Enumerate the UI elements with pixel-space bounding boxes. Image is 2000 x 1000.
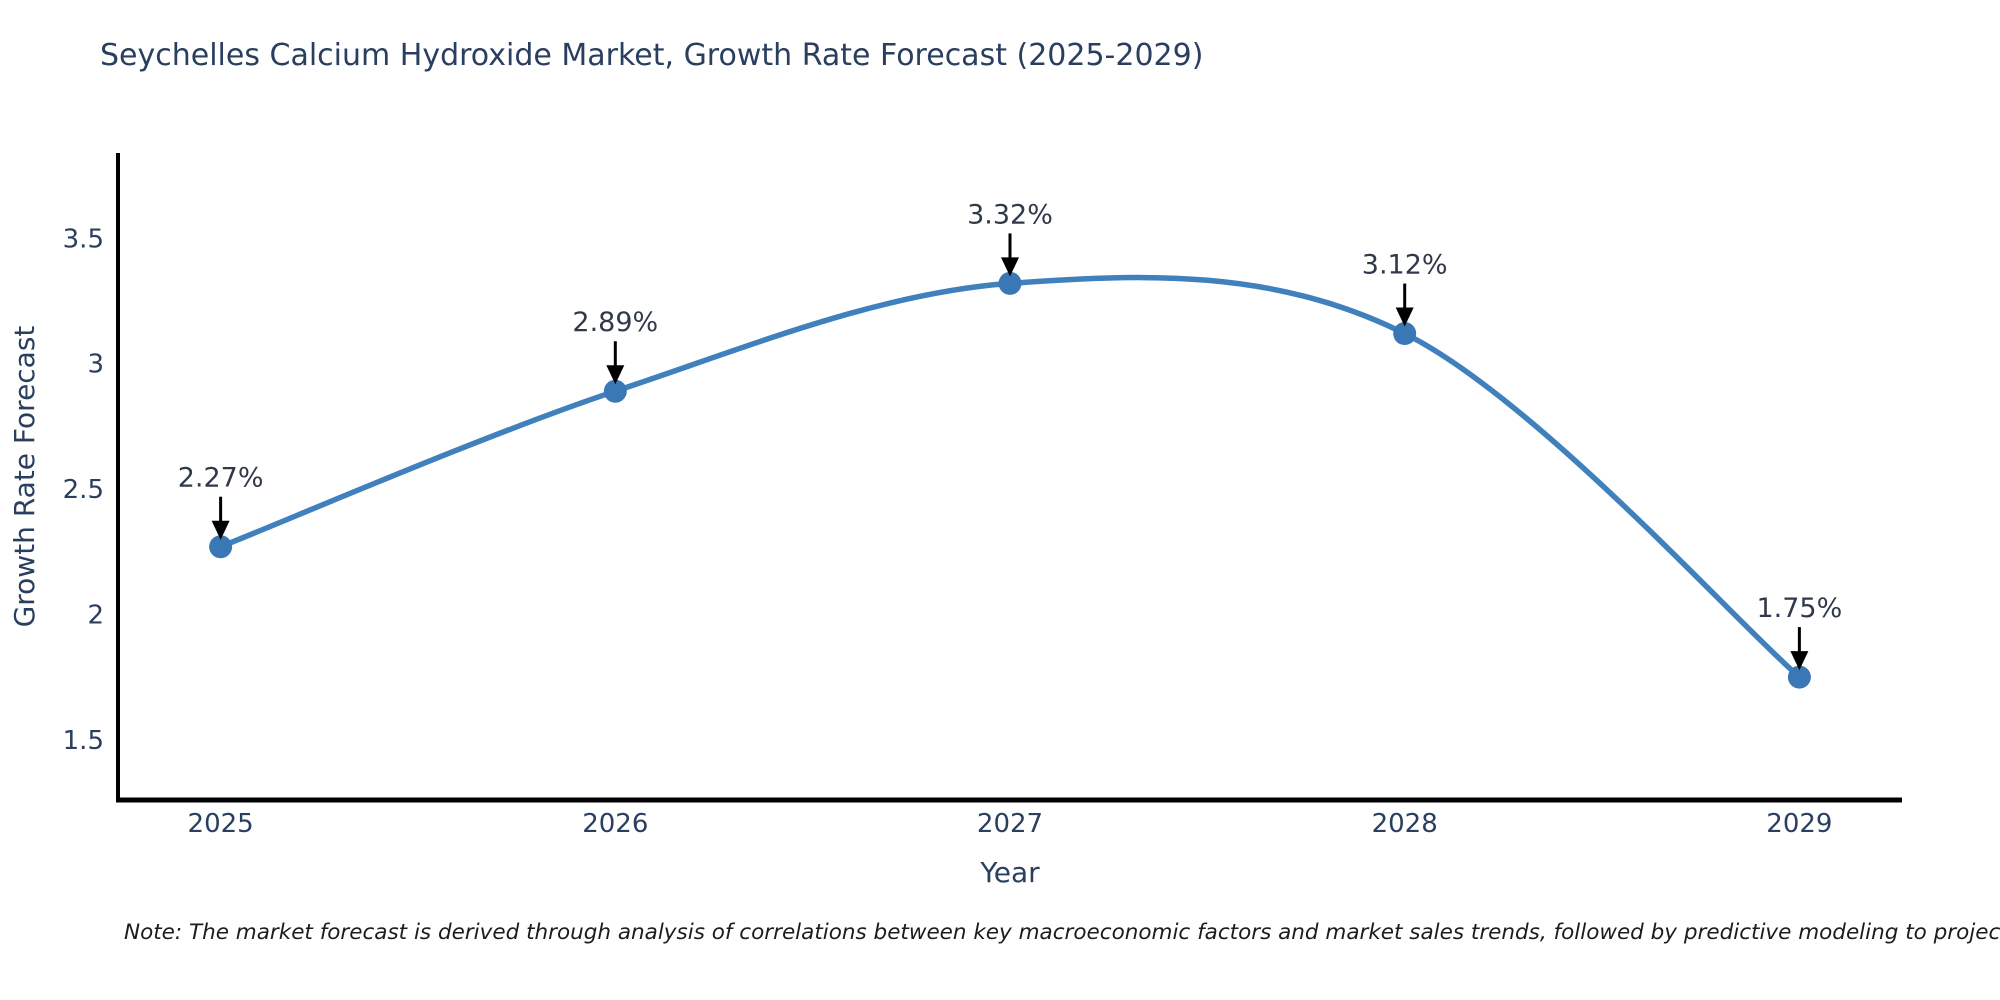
data-point-2028 <box>1393 322 1417 346</box>
y-tick-label: 3.5 <box>63 224 104 254</box>
annotation-label-2026: 2.89% <box>572 307 658 338</box>
annotation-label-2025: 2.27% <box>178 463 264 494</box>
x-tick-label: 2029 <box>1766 809 1832 839</box>
x-tick-label: 2026 <box>582 809 648 839</box>
x-tick-label: 2025 <box>188 809 254 839</box>
y-tick-label: 3 <box>87 350 104 380</box>
annotation-arrow-head-2028 <box>1395 307 1414 327</box>
x-tick-label: 2028 <box>1372 809 1438 839</box>
y-tick-label: 2 <box>87 600 104 630</box>
annotation-arrow-head-2025 <box>211 520 230 540</box>
annotation-arrow-head-2027 <box>1001 257 1019 277</box>
annotation-arrow-head-2029 <box>1790 651 1809 671</box>
chart-title: Seychelles Calcium Hydroxide Market, Gro… <box>100 38 1204 73</box>
data-point-2025 <box>209 535 233 559</box>
annotation-label-2027: 3.32% <box>967 199 1053 230</box>
data-point-2026 <box>603 379 627 403</box>
chart-footnote: Note: The market forecast is derived thr… <box>124 920 2000 945</box>
data-point-2029 <box>1787 665 1811 689</box>
annotation-label-2028: 3.12% <box>1362 250 1448 281</box>
y-tick-label: 1.5 <box>63 726 104 756</box>
data-point-2027 <box>998 271 1022 295</box>
y-axis-title: Growth Rate Forecast <box>8 326 41 628</box>
x-axis-title: Year <box>979 856 1040 889</box>
annotation-label-2029: 1.75% <box>1756 593 1842 624</box>
forecast-line <box>217 274 1803 680</box>
annotation-arrow-head-2026 <box>606 365 625 385</box>
y-tick-label: 2.5 <box>63 475 104 505</box>
x-tick-label: 2027 <box>977 809 1043 839</box>
